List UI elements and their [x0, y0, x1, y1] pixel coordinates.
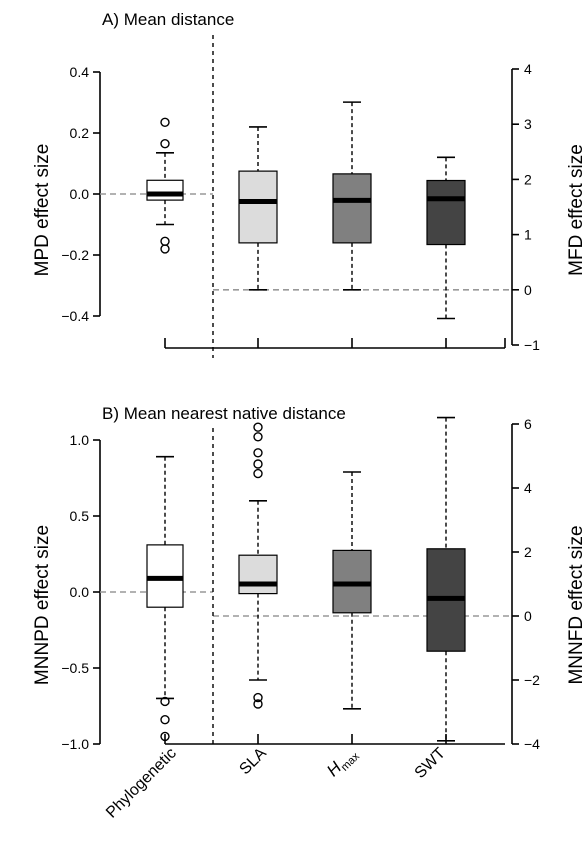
panel-a-box-phylogenetic-iqr [146, 179, 184, 201]
panel-b-box-sla-outlier [253, 422, 263, 432]
panel-a-box-hmax-iqr [332, 173, 372, 244]
panel-b-left-tick-label: 0.0 [70, 584, 90, 600]
panel-a-left-tick-label: 0.4 [70, 64, 90, 80]
panel-a-ylabel-right: MFD effect size [566, 144, 587, 276]
x-label-sla: SLA [236, 745, 270, 779]
x-label-hmax: Hmax [323, 743, 362, 782]
panel-a-left-tick-label: −0.4 [61, 308, 89, 324]
panel-b-box-sla-outlier [253, 448, 263, 458]
panel-b-box-phylogenetic-outlier [160, 714, 170, 725]
panel-a-right-tick-label: 4 [524, 61, 532, 77]
panel-a-ylabel-left: MPD effect size [32, 144, 53, 277]
panel-a-right-tick-label: 1 [524, 227, 532, 243]
panel-b-right-tick-label: 2 [524, 544, 532, 560]
panel-b-box-sla-outlier [253, 699, 263, 709]
panel-a-box-swt-iqr [426, 179, 466, 246]
panel-b-ylabel-right: MNNFD effect size [566, 525, 587, 684]
panel-b-right-tick-label: −4 [524, 736, 540, 752]
panel-b-left-tick-label: −0.5 [61, 660, 89, 676]
panel-a-right-tick-label: 0 [524, 282, 532, 298]
panel-a-right-tick-label: −1 [524, 337, 540, 353]
panel-a-right-tick-label: 3 [524, 116, 532, 132]
x-label-phylogenetic: Phylogenetic [103, 745, 180, 822]
panel-a-box-phylogenetic-outlier [160, 236, 170, 246]
panel-a-left-tick-label: 0.0 [70, 186, 90, 202]
panel-a-right-tick-label: 2 [524, 171, 532, 187]
panel-b-title: B) Mean nearest native distance [102, 404, 346, 423]
panel-b-box-sla-outlier [253, 468, 263, 479]
panel-a-left-tick-label: 0.2 [70, 125, 90, 141]
panel-b-box-sla-iqr [238, 554, 278, 595]
panel-a-box-sla-iqr [238, 170, 278, 244]
panel-a-box-phylogenetic-outlier [160, 244, 170, 254]
panel-b-left-tick-label: 0.5 [70, 508, 90, 524]
panel-b-box-sla-outlier [253, 432, 263, 442]
panel-b-box-sla-outlier [253, 459, 263, 469]
panel-a-box-phylogenetic-outlier [160, 138, 170, 149]
panel-b-box-phylogenetic-outlier [160, 696, 170, 707]
panel-b-right-tick-label: 6 [524, 416, 532, 432]
panel-a-left-tick-label: −0.2 [61, 247, 89, 263]
x-label-swt: SWT [412, 745, 449, 782]
panel-b-left-tick-label: −1.0 [61, 736, 89, 752]
panel-b-left-tick-label: 1.0 [70, 432, 90, 448]
panel-b-box-phylogenetic-outlier [160, 731, 170, 742]
panel-a-title: A) Mean distance [102, 10, 234, 29]
panel-b-right-tick-label: 0 [524, 608, 532, 624]
panel-a-box-phylogenetic-outlier [160, 117, 170, 128]
panel-b-right-tick-label: −2 [524, 672, 540, 688]
panel-b-right-tick-label: 4 [524, 480, 532, 496]
panel-b-box-sla-outlier [253, 692, 263, 703]
panel-b-ylabel-left: MNNPD effect size [32, 525, 53, 685]
